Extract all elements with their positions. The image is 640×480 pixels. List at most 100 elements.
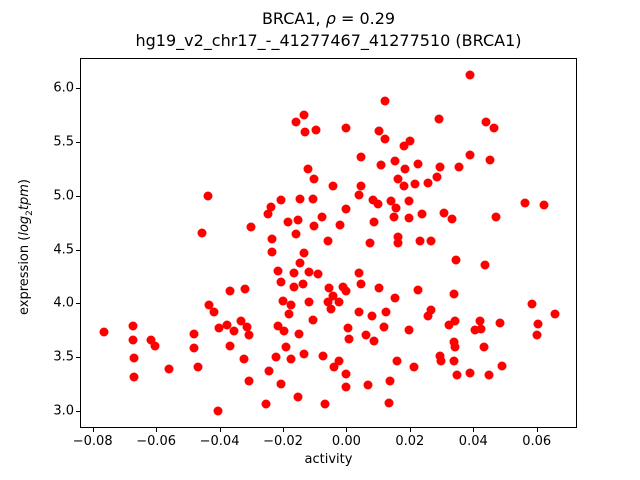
- y-tick-mark: [76, 356, 80, 358]
- data-point: [273, 266, 283, 276]
- data-point: [400, 164, 409, 174]
- ylabel-log: log: [17, 215, 33, 236]
- data-point: [384, 398, 394, 408]
- data-point: [379, 322, 389, 332]
- data-point: [229, 326, 239, 336]
- data-point: [532, 330, 542, 340]
- data-point: [356, 279, 366, 289]
- data-point: [410, 179, 420, 189]
- data-point: [434, 114, 444, 124]
- data-point: [267, 234, 277, 244]
- data-point: [299, 349, 309, 359]
- data-point: [291, 117, 301, 127]
- data-point: [361, 330, 371, 340]
- data-point: [294, 329, 304, 339]
- data-point: [203, 191, 213, 201]
- data-point: [369, 336, 379, 346]
- x-tick-mark: [219, 428, 221, 432]
- data-point: [497, 361, 507, 370]
- data-point: [204, 300, 214, 310]
- data-point: [354, 268, 364, 278]
- data-point: [323, 236, 333, 246]
- data-point: [435, 162, 445, 172]
- data-point: [323, 297, 333, 307]
- x-tick-mark: [346, 428, 348, 432]
- data-point: [405, 136, 415, 146]
- data-point: [399, 181, 409, 191]
- ylabel-subscript: 2: [24, 210, 35, 216]
- data-point: [390, 156, 400, 166]
- x-tick-label: −0.02: [263, 434, 303, 449]
- data-point: [533, 319, 543, 329]
- x-tick-mark: [409, 428, 411, 432]
- y-tick-mark: [76, 410, 80, 412]
- title-text: BRCA1,: [261, 9, 326, 28]
- data-point: [363, 380, 373, 390]
- data-point: [289, 268, 299, 278]
- data-point: [373, 199, 383, 209]
- ylabel-tpm: tpm: [17, 184, 33, 211]
- data-point: [409, 362, 419, 372]
- data-point: [374, 126, 384, 136]
- data-point: [385, 376, 395, 386]
- data-point: [393, 174, 403, 184]
- y-tick-mark: [76, 195, 80, 197]
- data-point: [293, 392, 303, 402]
- title-rho-symbol: ρ: [325, 9, 336, 28]
- data-point: [465, 70, 475, 80]
- data-point: [476, 324, 486, 334]
- data-point: [271, 352, 281, 362]
- data-point: [451, 255, 461, 265]
- data-point: [449, 289, 459, 299]
- plot-area: [80, 58, 577, 428]
- data-point: [244, 376, 254, 386]
- data-point: [449, 337, 459, 347]
- data-point: [242, 322, 252, 332]
- data-point: [150, 341, 160, 351]
- data-point: [278, 296, 288, 306]
- y-tick-mark: [76, 249, 80, 251]
- data-point: [239, 354, 249, 364]
- data-point: [376, 160, 386, 170]
- plot-title: BRCA1, ρ = 0.29: [80, 8, 577, 30]
- data-point: [550, 309, 560, 319]
- data-point: [246, 222, 256, 232]
- data-point: [276, 379, 286, 389]
- data-point: [386, 196, 396, 206]
- data-point: [328, 291, 338, 301]
- data-point: [261, 399, 271, 409]
- data-point: [164, 364, 174, 374]
- data-point: [284, 309, 294, 319]
- y-tick-label: 5.0: [53, 188, 74, 204]
- y-tick-label: 4.5: [53, 242, 74, 258]
- y-tick-label: 5.5: [53, 134, 74, 150]
- data-point: [309, 174, 319, 184]
- data-point: [436, 356, 446, 366]
- x-tick-label: 0.00: [331, 434, 361, 449]
- data-point: [189, 329, 199, 339]
- data-point: [189, 343, 199, 353]
- data-point: [341, 369, 351, 379]
- data-point: [480, 260, 490, 270]
- data-point: [213, 406, 223, 416]
- data-point: [527, 299, 537, 309]
- data-point: [380, 96, 390, 106]
- data-point: [329, 362, 339, 372]
- data-point: [267, 247, 277, 257]
- data-point: [344, 334, 354, 344]
- data-point: [454, 162, 464, 172]
- y-tick-mark: [76, 142, 80, 144]
- data-point: [146, 335, 156, 345]
- data-point: [324, 283, 334, 293]
- data-point: [222, 320, 232, 330]
- data-point: [295, 258, 305, 268]
- data-point: [393, 238, 403, 248]
- data-point: [439, 208, 449, 218]
- data-point: [273, 321, 283, 331]
- data-point: [300, 127, 310, 137]
- data-point: [415, 236, 425, 246]
- x-tick-label: 0.02: [395, 434, 425, 449]
- data-point: [423, 178, 433, 188]
- data-point: [413, 285, 423, 295]
